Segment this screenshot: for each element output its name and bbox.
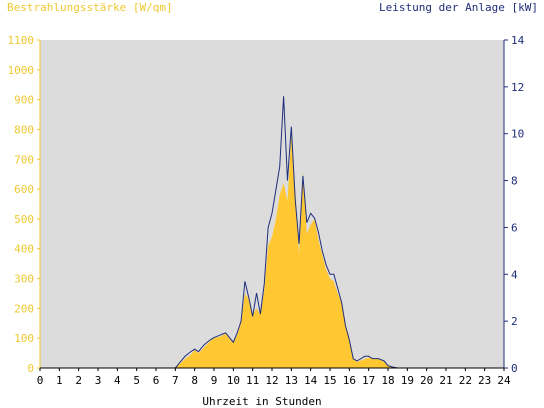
x-tick-label: 2 xyxy=(75,374,82,387)
right-axis-title: Leistung der Anlage [kW] xyxy=(379,1,538,14)
right-tick-label: 8 xyxy=(511,175,518,188)
x-tick-label: 0 xyxy=(37,374,44,387)
right-tick-label: 12 xyxy=(511,81,524,94)
left-tick-label: 800 xyxy=(14,123,34,136)
left-tick-label: 0 xyxy=(27,362,34,375)
left-axis-title: Bestrahlungsstärke [W/qm] xyxy=(7,1,173,14)
left-tick-label: 100 xyxy=(14,332,34,345)
x-tick-label: 15 xyxy=(323,374,336,387)
x-tick-label: 19 xyxy=(401,374,414,387)
x-tick-label: 1 xyxy=(56,374,63,387)
x-tick-label: 22 xyxy=(459,374,472,387)
left-tick-label: 300 xyxy=(14,273,34,286)
x-tick-label: 6 xyxy=(153,374,160,387)
x-tick-label: 13 xyxy=(285,374,298,387)
right-tick-label: 0 xyxy=(511,362,518,375)
x-tick-label: 11 xyxy=(246,374,259,387)
left-tick-label: 600 xyxy=(14,183,34,196)
x-tick-label: 14 xyxy=(304,374,318,387)
x-tick-label: 23 xyxy=(478,374,491,387)
left-tick-label: 1100 xyxy=(8,34,35,47)
right-tick-label: 2 xyxy=(511,315,518,328)
x-tick-label: 20 xyxy=(420,374,433,387)
left-tick-label: 1000 xyxy=(8,64,35,77)
irradiance-area-series xyxy=(40,135,504,368)
left-tick-label: 200 xyxy=(14,302,34,315)
power-line-series xyxy=(40,96,504,369)
right-tick-label: 14 xyxy=(511,34,525,47)
x-tick-label: 9 xyxy=(211,374,218,387)
right-tick-label: 10 xyxy=(511,128,524,141)
x-tick-label: 10 xyxy=(227,374,240,387)
x-tick-label: 3 xyxy=(95,374,102,387)
x-tick-label: 7 xyxy=(172,374,179,387)
x-tick-label: 8 xyxy=(191,374,198,387)
x-tick-label: 24 xyxy=(497,374,511,387)
left-tick-label: 500 xyxy=(14,213,34,226)
x-tick-label: 18 xyxy=(381,374,394,387)
x-tick-label: 16 xyxy=(343,374,356,387)
x-tick-label: 12 xyxy=(265,374,278,387)
left-tick-label: 700 xyxy=(14,153,34,166)
left-tick-label: 400 xyxy=(14,243,34,256)
right-tick-label: 6 xyxy=(511,221,518,234)
x-tick-label: 21 xyxy=(439,374,452,387)
right-tick-label: 4 xyxy=(511,268,518,281)
left-tick-label: 900 xyxy=(14,94,34,107)
x-tick-label: 5 xyxy=(133,374,140,387)
x-axis-title: Uhrzeit in Stunden xyxy=(202,395,321,408)
x-tick-label: 17 xyxy=(362,374,375,387)
x-tick-label: 4 xyxy=(114,374,121,387)
